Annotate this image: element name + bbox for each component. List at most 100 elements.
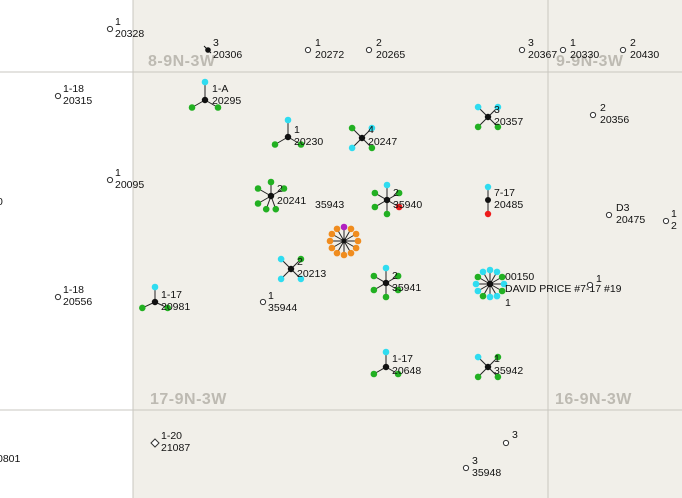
well-label: 20295 bbox=[212, 95, 241, 107]
well-dot bbox=[382, 293, 390, 301]
well-dot bbox=[498, 273, 506, 281]
well-label: 1-18 bbox=[63, 83, 84, 95]
well-label: 2 bbox=[297, 256, 303, 268]
well-label: 1 bbox=[494, 353, 500, 365]
well-symbol bbox=[382, 363, 390, 371]
well-dot bbox=[498, 287, 506, 295]
well-dot bbox=[333, 249, 341, 257]
well-label: D3 bbox=[616, 202, 630, 214]
well-label: 2 bbox=[392, 270, 398, 282]
well-symbol bbox=[267, 192, 275, 200]
well-label: 7-17 bbox=[494, 187, 515, 199]
well-dot bbox=[262, 205, 270, 213]
well-dot bbox=[486, 293, 494, 301]
well-dot bbox=[494, 373, 502, 381]
well-symbol bbox=[484, 363, 492, 371]
well-dot bbox=[394, 272, 402, 280]
well-symbol bbox=[382, 279, 390, 287]
well-label: 1 bbox=[505, 297, 511, 309]
well-dot bbox=[474, 103, 482, 111]
well-dot bbox=[472, 280, 480, 288]
well-label: 20475 bbox=[616, 214, 645, 226]
well-label: 2 bbox=[671, 220, 677, 232]
well-label: 20648 bbox=[392, 365, 421, 377]
well-symbol bbox=[484, 113, 492, 121]
well-dot bbox=[500, 280, 508, 288]
well-dot bbox=[474, 273, 482, 281]
well-dot bbox=[484, 183, 492, 191]
well-label: 3 bbox=[213, 37, 219, 49]
well-label: 0801 bbox=[0, 453, 21, 465]
well-label: 1-18 bbox=[63, 284, 84, 296]
well-dot bbox=[352, 244, 360, 252]
well-label: 3 bbox=[472, 455, 478, 467]
well-label: 1-20 bbox=[161, 430, 182, 442]
well-symbol bbox=[106, 25, 114, 33]
well-dot bbox=[151, 283, 159, 291]
well-symbol bbox=[589, 111, 597, 119]
well-symbol bbox=[304, 46, 312, 54]
well-label: 35941 bbox=[392, 282, 421, 294]
well-dot bbox=[368, 124, 376, 132]
well-label: 35948 bbox=[472, 467, 501, 479]
well-dot bbox=[188, 104, 196, 111]
well-dot bbox=[383, 210, 391, 218]
section-label: 17-9N-3W bbox=[150, 391, 227, 408]
well-dot bbox=[254, 200, 262, 207]
well-dot bbox=[352, 230, 360, 238]
well-label: 00150 bbox=[505, 271, 534, 283]
well-label: 2 bbox=[630, 37, 636, 49]
well-dot bbox=[395, 189, 403, 197]
well-dot bbox=[354, 237, 362, 245]
well-dot bbox=[347, 225, 355, 233]
well-label: 20485 bbox=[494, 199, 523, 211]
well-symbol bbox=[619, 46, 627, 54]
well-dot bbox=[297, 255, 305, 263]
well-label: 2 bbox=[393, 187, 399, 199]
well-dot bbox=[494, 103, 502, 111]
well-dot bbox=[394, 370, 402, 378]
well-dot bbox=[348, 144, 356, 152]
well-dot bbox=[370, 286, 378, 294]
section-label: 8-9N-3W bbox=[148, 53, 216, 70]
well-dot bbox=[493, 292, 501, 300]
well-label: 21087 bbox=[161, 442, 190, 454]
well-dot bbox=[395, 203, 403, 211]
well-label: 1 bbox=[596, 273, 602, 285]
well-symbol bbox=[151, 298, 159, 306]
well-dot bbox=[474, 123, 482, 131]
well-label: 1 bbox=[671, 208, 677, 220]
well-dot bbox=[214, 104, 222, 111]
well-dot bbox=[254, 185, 262, 192]
well-dot bbox=[484, 210, 492, 218]
well-dot bbox=[370, 272, 378, 280]
well-symbol bbox=[462, 464, 470, 472]
well-dot bbox=[297, 275, 305, 283]
well-dot bbox=[370, 370, 378, 378]
well-label: 1 bbox=[268, 290, 274, 302]
well-dot bbox=[494, 123, 502, 131]
well-dot bbox=[394, 286, 402, 294]
well-dot bbox=[277, 255, 285, 263]
well-dot bbox=[368, 144, 376, 152]
well-label: 1 bbox=[315, 37, 321, 49]
well-label: 1 bbox=[115, 167, 121, 179]
well-symbol bbox=[586, 281, 594, 289]
well-dot bbox=[493, 268, 501, 276]
well-label: 20306 bbox=[213, 49, 242, 61]
well-dot bbox=[284, 116, 292, 124]
well-label: 20430 bbox=[630, 49, 659, 61]
well-label: 1-17 bbox=[392, 353, 413, 365]
well-symbol bbox=[383, 196, 391, 204]
well-symbol bbox=[106, 176, 114, 184]
well-symbol bbox=[150, 438, 160, 448]
well-dot bbox=[272, 205, 280, 213]
well-symbol bbox=[358, 134, 366, 142]
wells: 1203283203061202722202653203671203302204… bbox=[0, 16, 677, 479]
well-dot bbox=[486, 266, 494, 274]
well-dot bbox=[328, 244, 336, 252]
well-label: 1 bbox=[570, 37, 576, 49]
well-dot bbox=[277, 275, 285, 283]
well-dot bbox=[371, 203, 379, 211]
well-label: 20095 bbox=[115, 179, 144, 191]
